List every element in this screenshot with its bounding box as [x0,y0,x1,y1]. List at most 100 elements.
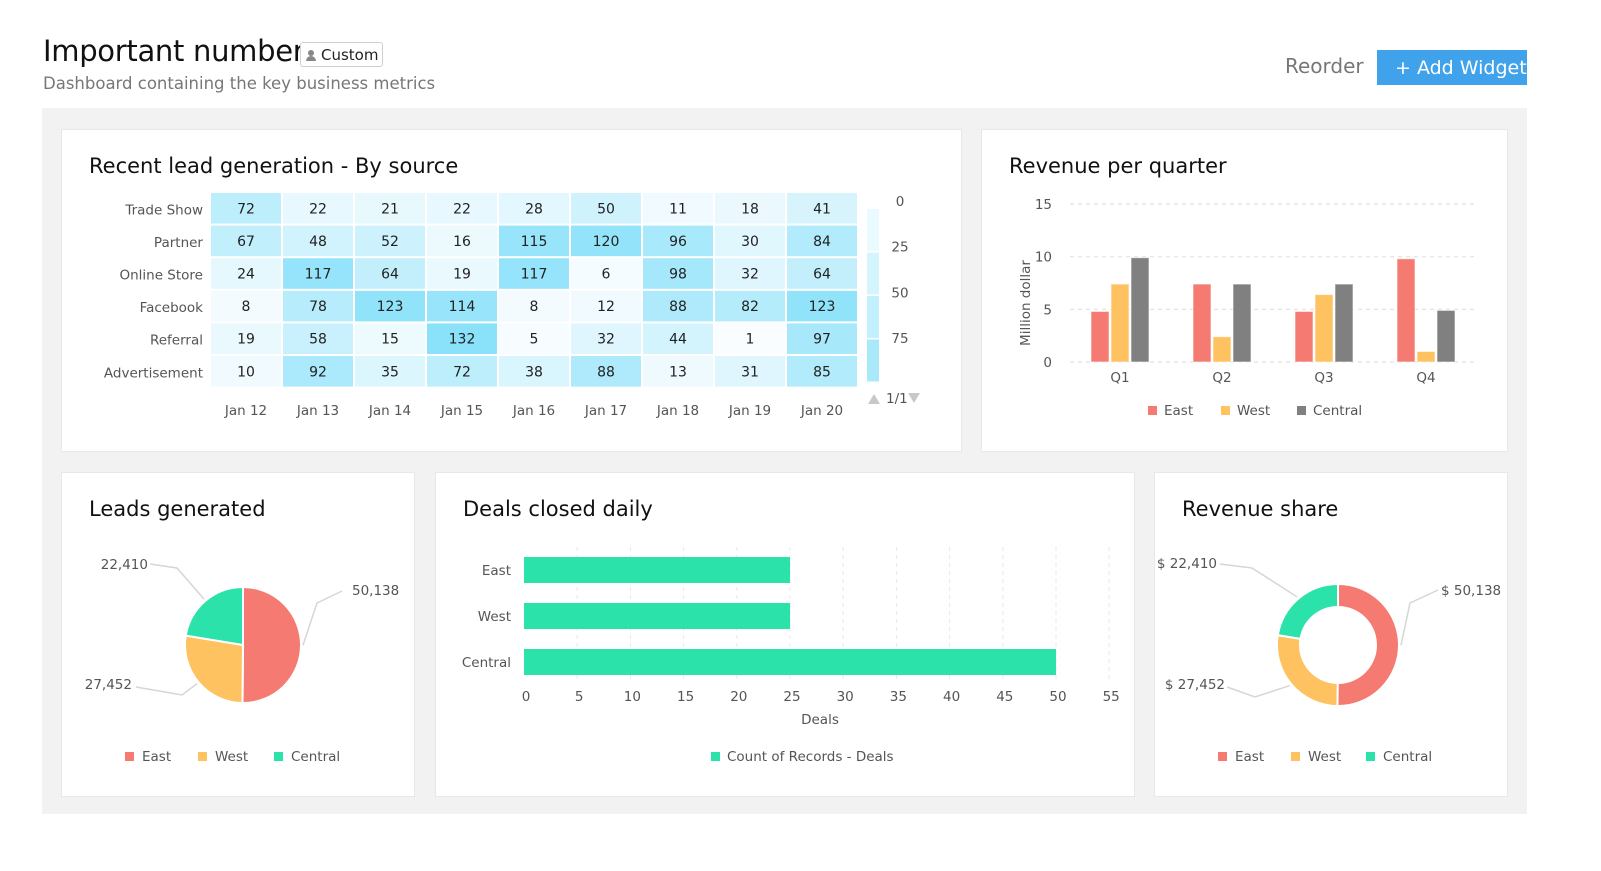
heatmap-cell [715,225,785,257]
bar-central [1334,283,1354,363]
heatmap-column-label: Jan 17 [584,403,627,419]
heatmap-row-label: Trade Show [124,202,203,218]
heatmap-legend-band [867,209,879,251]
heatmap-cell [571,225,641,257]
widget-title: Leads generated [89,497,266,521]
y-tick-label: 0 [1043,355,1052,371]
heatmap-row-label: Facebook [140,300,204,316]
heatmap-cell [643,323,713,354]
legend-pager: 1/1 [886,391,908,407]
bar-west [1212,336,1232,363]
widget-deals-closed-daily[interactable]: Deals closed daily 0 5 10 15 20 25 30 35 40 45 50 5… [435,472,1135,797]
y-axis-label: Million dollar [1018,260,1034,346]
x-tick-label: 5 [575,689,584,705]
bar-east [1294,310,1314,363]
custom-badge-label: Custom [321,45,379,64]
heatmap-cell [715,356,785,387]
heatmap-cell [787,356,857,387]
heatmap-cell-value: 15 [381,332,399,348]
heatmap-column-label: Jan 19 [728,403,771,419]
heatmap-cell-value: 58 [309,332,327,348]
heatmap-column-label: Jan 12 [224,403,267,419]
heatmap-cell-value: 8 [242,299,251,315]
heatmap-cell-value: 32 [741,267,759,283]
heatmap-cell [211,225,281,257]
widget-title: Revenue share [1182,497,1339,521]
data-label: 27,452 [85,677,132,693]
heatmap-cell-value: 50 [597,201,615,217]
heatmap-cell [787,323,857,354]
heatmap-cell-value: 64 [813,267,831,283]
heatmap-cell [715,258,785,289]
heatmap-row-label: Referral [150,333,203,349]
bar-west [1314,294,1334,363]
heatmap-cell [787,258,857,289]
heatmap-cell-value: 115 [521,234,548,250]
heatmap-cell-value: 67 [237,234,255,250]
legend-label: West [1308,749,1341,765]
heatmap-cell-value: 5 [530,332,539,348]
reorder-button[interactable]: Reorder [1285,54,1364,78]
heatmap-cell-value: 32 [597,332,615,348]
heatmap-column-label: Jan 14 [368,403,411,419]
heatmap-cell-value: 12 [597,299,615,315]
x-tick-label: 45 [996,689,1013,705]
heatmap-cell [283,290,353,322]
heatmap-cell [643,193,713,224]
bar-central [1130,257,1150,363]
x-tick-label: 55 [1103,689,1120,705]
bar-central [524,649,1056,675]
legend-label: West [1237,403,1270,419]
legend-swatch-east [125,752,134,761]
legend-page-down-icon [908,393,920,403]
heatmap-cell [211,323,281,354]
x-tick-label: 0 [522,689,531,705]
y-tick-label: 10 [1035,250,1052,266]
heatmap-cell-value: 22 [309,201,327,217]
heatmap-cell-value: 78 [309,299,327,315]
heatmap-cell [211,193,281,224]
heatmap-cell [283,193,353,224]
widget-revenue-per-quarter[interactable]: Revenue per quarter 0 5 10 15 Million dollar… [981,129,1508,452]
heatmap-row-label: Advertisement [104,365,203,381]
heatmap-cell-value: 123 [809,299,836,315]
slice-central [184,585,244,647]
heatmap-cell [355,258,425,289]
x-tick-label: 10 [624,689,641,705]
heatmap-cell [427,225,497,257]
x-tick-label: Q1 [1110,370,1129,386]
widget-recent-lead-generation[interactable]: Recent lead generation - By source Trade… [61,129,962,452]
x-axis-label: Deals [801,712,839,728]
heatmap-cell [499,225,569,257]
heatmap-column-label: Jan 13 [296,403,339,419]
custom-badge[interactable]: Custom [300,42,384,67]
leader-line [302,590,343,646]
add-widget-button[interactable]: + Add Widget [1377,50,1527,85]
legend-swatch-central [1297,406,1306,415]
widget-revenue-share[interactable]: Revenue share $ 50,138 $ 27,452 $ 22,410 Ea… [1154,472,1508,797]
person-icon [305,49,317,61]
heatmap-cell [715,323,785,354]
legend-swatch-deals [711,752,720,761]
y-tick-label: Central [462,655,511,671]
heatmap-cell [283,225,353,257]
heatmap-column-label: Jan 18 [656,403,699,419]
heatmap-row-label: Online Store [119,268,203,284]
widget-leads-generated[interactable]: Leads generated 50,138 27,452 22,410 East We… [61,472,415,797]
heatmap-cell-value: 132 [449,332,476,348]
heatmap-cell-value: 97 [813,332,831,348]
heatmap-cell-value: 44 [669,332,687,348]
legend-swatch-central [274,752,283,761]
leader-line [1219,563,1298,598]
heatmap-cell-value: 16 [453,234,471,250]
heatmap-legend-tick: 75 [891,331,908,347]
legend-swatch-west [1291,752,1300,761]
heatmap-cell [571,356,641,387]
heatmap-cell [499,290,569,322]
x-tick-label: 30 [837,689,854,705]
page-subtitle: Dashboard containing the key business me… [43,74,436,93]
heatmap-cell-value: 48 [309,234,327,250]
heatmap-cell-value: 72 [453,364,471,380]
heatmap-legend-band [867,296,879,338]
x-tick-label: Q3 [1314,370,1333,386]
